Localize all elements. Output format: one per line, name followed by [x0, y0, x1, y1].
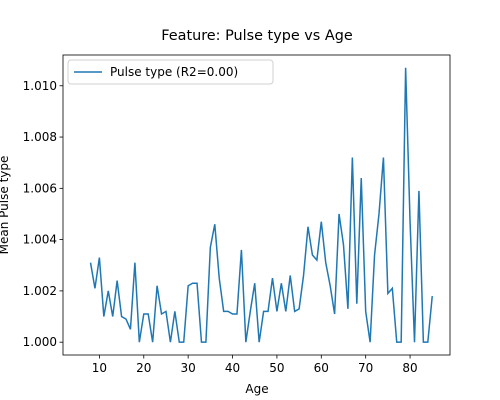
x-tick-label: 30 — [181, 361, 196, 375]
y-tick-label: 1.006 — [23, 181, 57, 195]
x-axis-label: Age — [245, 382, 268, 396]
x-tick-label: 10 — [92, 361, 107, 375]
y-tick-label: 1.010 — [23, 79, 57, 93]
axes-frame — [62, 54, 451, 356]
y-tick-label: 1.000 — [23, 335, 57, 349]
chart-title: Feature: Pulse type vs Age — [161, 28, 353, 44]
y-axis-label: Mean Pulse type — [0, 156, 11, 255]
y-tick-label: 1.004 — [23, 233, 57, 247]
y-tick-label: 1.002 — [23, 284, 57, 298]
legend-box — [67, 59, 274, 85]
line-series — [89, 67, 433, 343]
x-tick-label: 70 — [358, 361, 373, 375]
x-tick-label: 50 — [269, 361, 284, 375]
y-tick-label: 1.008 — [23, 130, 57, 144]
x-tick-label: 40 — [225, 361, 240, 375]
x-tick-label: 20 — [136, 361, 151, 375]
x-tick-label: 80 — [402, 361, 417, 375]
legend-label: Pulse type (R2=0.00) — [110, 65, 238, 79]
x-tick-label: 60 — [314, 361, 329, 375]
legend: Pulse type (R2=0.00) — [67, 59, 274, 85]
